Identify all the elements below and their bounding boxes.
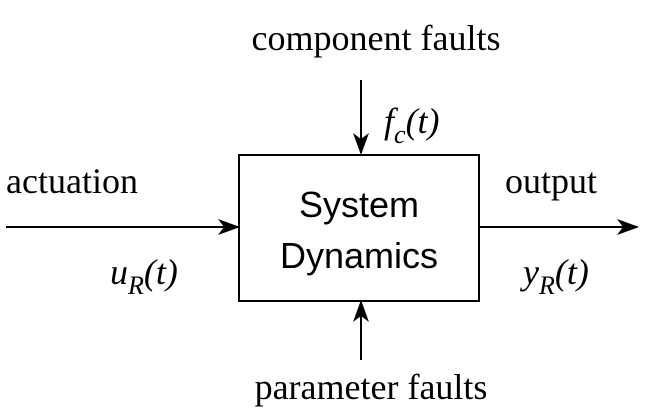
actuation-arg: (t) [144, 252, 178, 292]
output-arg: (t) [555, 252, 589, 292]
output-signal: yR(t) [520, 252, 589, 300]
parameter-faults-label: parameter faults [255, 367, 488, 407]
block-label-line2: Dynamics [280, 235, 438, 276]
component-faults-arg: (t) [406, 101, 440, 141]
output-subscript: R [538, 271, 555, 300]
output-label: output [505, 161, 597, 201]
actuation-signal: uR(t) [110, 252, 178, 300]
component-faults-label: component faults [252, 18, 501, 58]
output-symbol: y [520, 252, 539, 292]
actuation-subscript: R [127, 271, 144, 300]
component-faults-subscript: c [394, 120, 406, 149]
actuation-symbol: u [110, 252, 128, 292]
block-label-line1: System [299, 184, 419, 225]
component-faults-signal: fc(t) [384, 101, 440, 149]
actuation-label: actuation [6, 161, 138, 201]
system-dynamics-block [238, 154, 480, 302]
